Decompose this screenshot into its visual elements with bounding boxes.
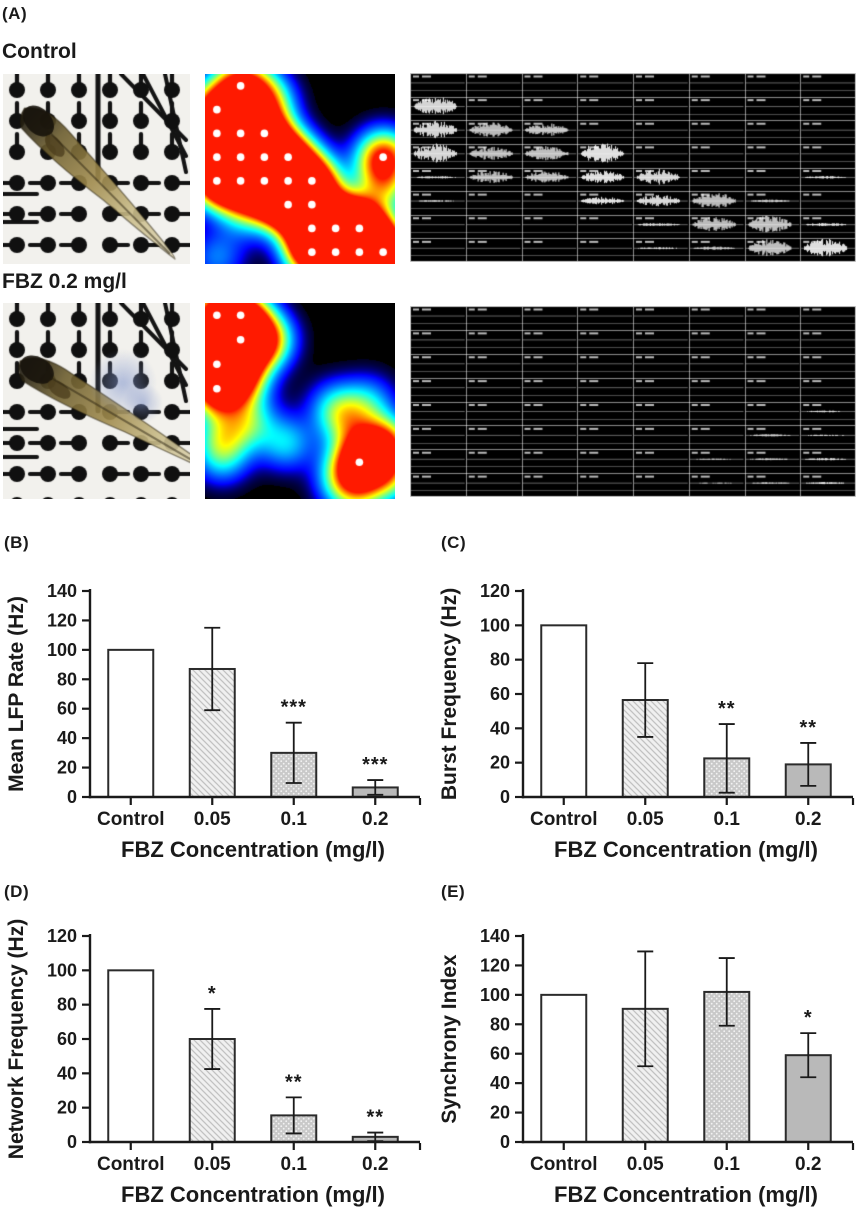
y-tick-label: 80 <box>490 1014 510 1034</box>
y-tick-label: 100 <box>480 615 510 635</box>
axes <box>521 589 853 799</box>
error-bar <box>718 723 735 794</box>
lfp-activity-heatmap-fbz <box>205 303 395 499</box>
significance-marker: ** <box>718 698 736 720</box>
panel-b-label: (B) <box>4 533 30 552</box>
y-tick-label: 100 <box>47 640 77 660</box>
bar-control <box>107 648 155 798</box>
chart-synchrony-index: * 0 20 40 60 80 100 120 140 Control 0.05 0.1 0.2 Sync… <box>438 926 855 1207</box>
x-category-label: 0.2 <box>795 1154 821 1175</box>
significance-marker: * <box>804 1007 813 1029</box>
error-bar <box>637 662 654 738</box>
x-axis-title: FBZ Concentration (mg/l) <box>554 1182 818 1207</box>
x-category-label: Control <box>530 809 598 830</box>
bar-control <box>540 993 588 1143</box>
mea-trace-grid-control <box>410 73 856 262</box>
significance-marker: *** <box>362 754 388 776</box>
y-axis-title: Synchrony Index <box>438 954 461 1124</box>
panel-d-label: (D) <box>4 882 30 901</box>
y-tick-label: 100 <box>480 985 510 1005</box>
error-bar <box>285 1096 302 1135</box>
significance-marker: * <box>208 983 217 1005</box>
y-axis-title: Network Frequency (Hz) <box>5 919 28 1159</box>
error-bar <box>204 1008 221 1070</box>
chart-burst-frequency: ** ** 0 20 40 60 80 100 120 Control 0.05 0.1 0.2 Burs… <box>438 581 855 862</box>
y-axis-title: Mean LFP Rate (Hz) <box>5 596 28 792</box>
y-tick-label: 120 <box>480 581 510 601</box>
y-tick-label: 20 <box>490 1103 510 1123</box>
y-tick-label: 140 <box>480 926 510 946</box>
x-axis-title: FBZ Concentration (mg/l) <box>554 837 818 862</box>
bar-control <box>540 624 588 799</box>
significance-marker: ** <box>799 717 817 739</box>
x-category-label: Control <box>97 1154 165 1175</box>
y-tick-label: 40 <box>490 1073 510 1093</box>
axes <box>88 934 420 1144</box>
panel-c-label: (C) <box>441 533 467 552</box>
error-bar <box>204 626 221 712</box>
x-category-label: 0.1 <box>281 809 308 830</box>
y-tick-label: 100 <box>47 960 77 980</box>
y-tick-label: 140 <box>47 581 77 601</box>
error-bar <box>285 721 302 784</box>
chart-mean-lfp-rate: *** *** 0 20 40 60 80 100 120 140 Control 0.05 0.1 0.… <box>5 581 422 862</box>
x-category-label: 0.2 <box>362 809 388 830</box>
error-bar <box>800 1032 817 1079</box>
significance-marker: ** <box>285 1071 303 1093</box>
x-category-label: 0.05 <box>627 809 664 830</box>
x-category-label: Control <box>530 1154 598 1175</box>
y-tick-label: 20 <box>57 758 77 778</box>
x-category-label: 0.05 <box>627 1154 664 1175</box>
mea-photo-fbz <box>3 303 190 499</box>
panel-a-label: (A) <box>2 4 28 23</box>
y-tick-label: 0 <box>67 1132 77 1152</box>
y-tick-label: 40 <box>57 728 77 748</box>
error-bar <box>718 957 735 1027</box>
y-tick-label: 20 <box>57 1098 77 1118</box>
y-tick-label: 60 <box>490 1044 510 1064</box>
x-category-label: 0.05 <box>194 1154 231 1175</box>
y-tick-label: 120 <box>47 926 77 946</box>
mea-photo-control <box>3 74 190 264</box>
y-tick-label: 20 <box>490 753 510 773</box>
x-category-label: 0.1 <box>714 1154 741 1175</box>
y-tick-label: 40 <box>57 1063 77 1083</box>
y-tick-label: 80 <box>57 669 77 689</box>
row-title-fbz: FBZ 0.2 mg/l <box>2 270 127 293</box>
lfp-activity-heatmap-control <box>205 74 395 264</box>
x-axis-title: FBZ Concentration (mg/l) <box>121 837 385 862</box>
x-category-label: 0.2 <box>795 809 821 830</box>
y-axis-title: Burst Frequency (Hz) <box>438 588 461 800</box>
x-category-label: 0.2 <box>362 1154 388 1175</box>
bar-control <box>107 969 155 1144</box>
axes <box>88 589 420 799</box>
mea-trace-grid-fbz <box>410 306 856 497</box>
y-tick-label: 120 <box>480 955 510 975</box>
significance-marker: *** <box>281 697 307 719</box>
error-bar <box>800 742 817 787</box>
y-tick-label: 0 <box>500 787 510 807</box>
y-tick-label: 80 <box>57 995 77 1015</box>
y-tick-label: 0 <box>500 1132 510 1152</box>
error-bar <box>637 950 654 1068</box>
significance-marker: ** <box>366 1107 384 1129</box>
panel-e-label: (E) <box>441 882 466 901</box>
x-category-label: Control <box>97 809 165 830</box>
x-category-label: 0.05 <box>194 809 231 830</box>
y-tick-label: 0 <box>67 787 77 807</box>
error-bar <box>367 779 384 796</box>
x-category-label: 0.1 <box>281 1154 308 1175</box>
y-tick-label: 80 <box>490 650 510 670</box>
axes <box>521 934 853 1144</box>
x-axis-title: FBZ Concentration (mg/l) <box>121 1182 385 1207</box>
y-tick-label: 40 <box>490 718 510 738</box>
y-tick-label: 60 <box>57 1029 77 1049</box>
y-tick-label: 60 <box>57 699 77 719</box>
x-category-label: 0.1 <box>714 809 741 830</box>
y-tick-label: 60 <box>490 684 510 704</box>
row-title-control: Control <box>2 40 77 63</box>
y-tick-label: 120 <box>47 610 77 630</box>
